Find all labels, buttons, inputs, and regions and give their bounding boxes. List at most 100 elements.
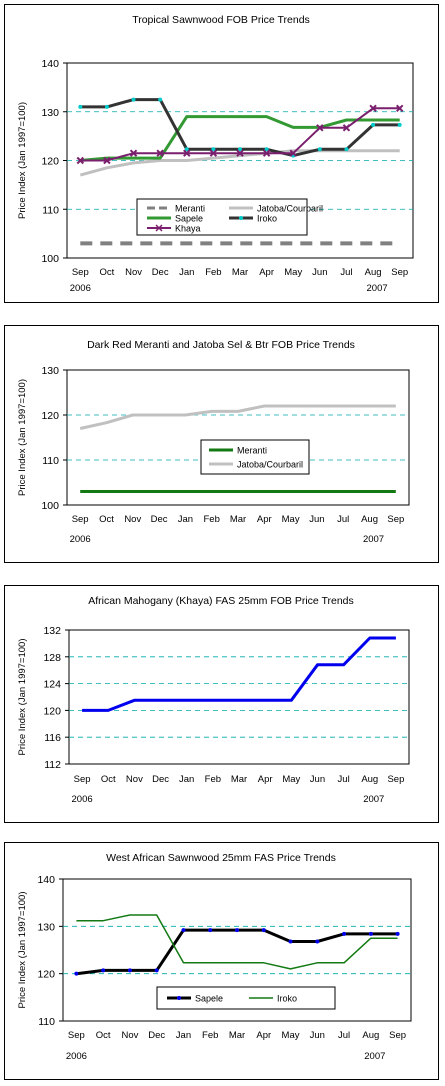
x-tick-label: Feb: [202, 1030, 218, 1041]
data-point-sapele: [181, 928, 186, 933]
year-label-end: 2007: [363, 534, 384, 545]
y-tick-label: 110: [38, 1016, 55, 1028]
x-tick-label: May: [282, 514, 300, 525]
x-tick-label: Feb: [205, 267, 221, 278]
x-tick-label: Jan: [179, 774, 194, 785]
data-point-sapele: [315, 939, 320, 944]
chart-west-african-sawnwood: West African Sawnwood 25mm FAS Price Tre…: [17, 852, 412, 1062]
data-point-khaya: [103, 156, 111, 165]
year-label-end: 2007: [367, 283, 388, 294]
legend-label-jatoba-courbaril: Jatoba/Courbaril: [237, 460, 303, 470]
x-tick-label: Jun: [310, 1030, 325, 1041]
data-point-iroko: [78, 104, 83, 109]
chart-tropical-sawnwood: Tropical Sawnwood FOB Price Trends 100 110…: [17, 14, 414, 294]
series-line-sapele: [76, 928, 398, 976]
marker-stroke: [156, 149, 164, 157]
x-tick-label: May: [282, 1030, 300, 1041]
year-label-end: 2007: [363, 794, 384, 805]
marker-stroke: [183, 149, 191, 157]
year-label-end: 2007: [364, 1051, 385, 1062]
data-point-sapele: [154, 968, 159, 973]
chart-title: Dark Red Meranti and Jatoba Sel & Btr FO…: [87, 339, 355, 351]
data-point-khaya: [369, 104, 377, 113]
x-tick-label: Apr: [258, 774, 273, 785]
legend-marker: [155, 224, 163, 232]
data-point-khaya: [236, 149, 244, 157]
y-axis-label: Price Index (Jan 1997=100): [17, 102, 28, 219]
x-tick-label: Feb: [204, 514, 220, 525]
x-tick-label: May: [284, 267, 302, 278]
x-tick-label: Aug: [361, 514, 378, 525]
y-tick-label: 110: [42, 455, 59, 467]
legend-label-iroko: Iroko: [277, 994, 297, 1004]
x-tick-label: Oct: [99, 514, 114, 525]
y-tick-label: 120: [41, 156, 59, 168]
x-tick-label: Jan: [179, 267, 194, 278]
x-tick-label: Oct: [101, 774, 116, 785]
y-tick-label: 112: [44, 759, 61, 771]
x-tick-label: Dec: [152, 774, 169, 785]
x-tick-label: Apr: [257, 514, 272, 525]
x-tick-label: Jan: [178, 514, 193, 525]
marker-stroke: [76, 156, 85, 165]
series-line-iroko: [80, 98, 400, 158]
x-tick-label: Feb: [205, 774, 221, 785]
data-point-iroko: [131, 97, 136, 102]
x-tick-label: Jan: [176, 1030, 191, 1041]
x-tick-label: Dec: [152, 267, 169, 278]
chart-meranti-jatoba: Dark Red Meranti and Jatoba Sel & Btr FO…: [17, 339, 410, 545]
data-point-iroko: [317, 147, 322, 152]
data-point-sapele: [395, 931, 400, 936]
legend-box: [200, 439, 310, 475]
x-tick-label: Sep: [72, 514, 89, 525]
x-tick-label: Sep: [72, 267, 89, 278]
data-point-iroko: [397, 122, 402, 127]
series-line-jatoba-courbaril: [79, 404, 396, 430]
year-label-start: 2006: [66, 1051, 87, 1062]
y-tick-label: 100: [41, 500, 59, 512]
legend-label-sapele: Sapele: [195, 994, 223, 1004]
marker-stroke: [289, 149, 297, 157]
year-label-start: 2006: [72, 794, 93, 805]
data-point-khaya: [262, 149, 271, 157]
chart-title: African Mahogany (Khaya) FAS 25mm FOB Pr…: [88, 595, 354, 607]
x-tick-label: Jun: [309, 514, 324, 525]
y-tick-label: 116: [44, 732, 61, 744]
data-point-iroko: [238, 147, 242, 152]
marker-stroke: [129, 149, 138, 157]
data-point-khaya: [316, 124, 324, 132]
data-point-sapele: [208, 928, 213, 933]
marker-stroke: [209, 149, 218, 157]
data-point-iroko: [158, 97, 163, 102]
legend-label-iroko: Iroko: [257, 214, 277, 224]
legend-marker: [239, 216, 243, 220]
data-point-khaya: [289, 149, 297, 157]
chart-african-mahogany: African Mahogany (Khaya) FAS 25mm FOB Pr…: [17, 595, 410, 805]
x-tick-label: Aug: [365, 267, 382, 278]
x-tick-label: Jul: [340, 267, 352, 278]
data-point-sapele: [101, 968, 106, 973]
x-tick-label: Nov: [125, 267, 142, 278]
x-tick-label: Nov: [124, 514, 141, 525]
data-point-sapele: [288, 939, 293, 944]
y-tick-label: 120: [37, 969, 55, 981]
marker-stroke: [103, 156, 111, 165]
data-point-iroko: [211, 147, 216, 152]
x-tick-label: Sep: [74, 774, 91, 785]
x-tick-label: Apr: [259, 267, 274, 278]
series-line-iroko: [76, 914, 398, 970]
y-axis-label: Price Index (Jan 1997=100): [17, 892, 28, 1009]
legend-marker: [177, 996, 181, 1000]
x-tick-label: Jun: [312, 267, 327, 278]
year-label-start: 2006: [70, 283, 91, 294]
data-point-khaya: [156, 149, 164, 157]
y-tick-label: 130: [37, 921, 55, 933]
data-point-sapele: [127, 968, 132, 973]
y-tick-label: 130: [41, 107, 59, 119]
y-tick-label: 140: [37, 874, 55, 886]
x-tick-label: Jul: [338, 1030, 350, 1041]
data-point-khaya: [395, 104, 404, 113]
y-tick-label: 120: [43, 705, 61, 717]
plot-area: [68, 629, 410, 765]
x-tick-label: Jul: [338, 774, 350, 785]
